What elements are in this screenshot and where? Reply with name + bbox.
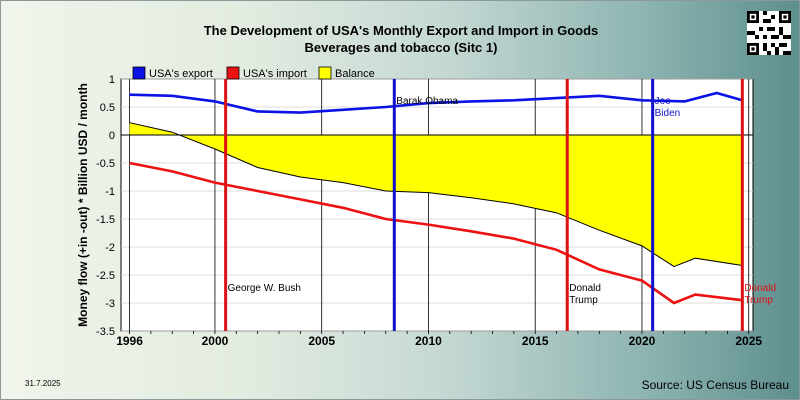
import-line xyxy=(129,161,743,305)
event-label: Barak Obama xyxy=(396,96,458,107)
y-axis-label: Money flow (+in -out) * Billion USD / mo… xyxy=(76,83,90,327)
y-tick-label: -2.5 xyxy=(96,270,115,282)
legend-swatch xyxy=(318,66,332,80)
event-label: Donald Trump xyxy=(744,283,776,306)
legend-label: Balance xyxy=(335,68,375,80)
x-tick-label: 2010 xyxy=(415,334,442,348)
event-label: Joe Biden xyxy=(655,96,681,119)
x-tick-label: 2020 xyxy=(629,334,656,348)
date-stamp: 31.7.2025 xyxy=(25,379,61,388)
x-tick-label: 2000 xyxy=(202,334,229,348)
x-tick-label: 2015 xyxy=(522,334,549,348)
export-line xyxy=(129,91,743,114)
y-tick-label: -3.5 xyxy=(96,326,115,338)
chart-title-line2: Beverages and tobacco (Sitc 1) xyxy=(304,40,498,55)
y-tick-label: -0.5 xyxy=(96,158,115,170)
x-tick-label: 2005 xyxy=(308,334,335,348)
event-label: Donald Trump xyxy=(569,283,601,306)
legend-swatch xyxy=(132,66,146,80)
legend-label: USA's import xyxy=(243,68,307,80)
y-tick-label: 1 xyxy=(109,74,115,86)
x-tick-label: 1996 xyxy=(116,334,143,348)
y-tick-label: -2 xyxy=(105,242,115,254)
y-tick-label: -3 xyxy=(105,298,115,310)
qr-code-icon xyxy=(747,11,791,55)
source-note: Source: US Census Bureau xyxy=(641,378,789,392)
y-tick-label: 0.5 xyxy=(100,102,115,114)
y-tick-label: -1.5 xyxy=(96,214,115,226)
y-tick-label: -1 xyxy=(105,186,115,198)
x-tick-label: 2025 xyxy=(735,334,762,348)
balance-line xyxy=(129,122,743,268)
y-tick-label: 0 xyxy=(109,130,115,142)
legend-label: USA's export xyxy=(149,68,213,80)
event-label: George W. Bush xyxy=(228,283,301,294)
balance-area xyxy=(129,122,743,267)
legend-swatch xyxy=(226,66,240,80)
chart-title-line1: The Development of USA's Monthly Export … xyxy=(203,23,599,38)
